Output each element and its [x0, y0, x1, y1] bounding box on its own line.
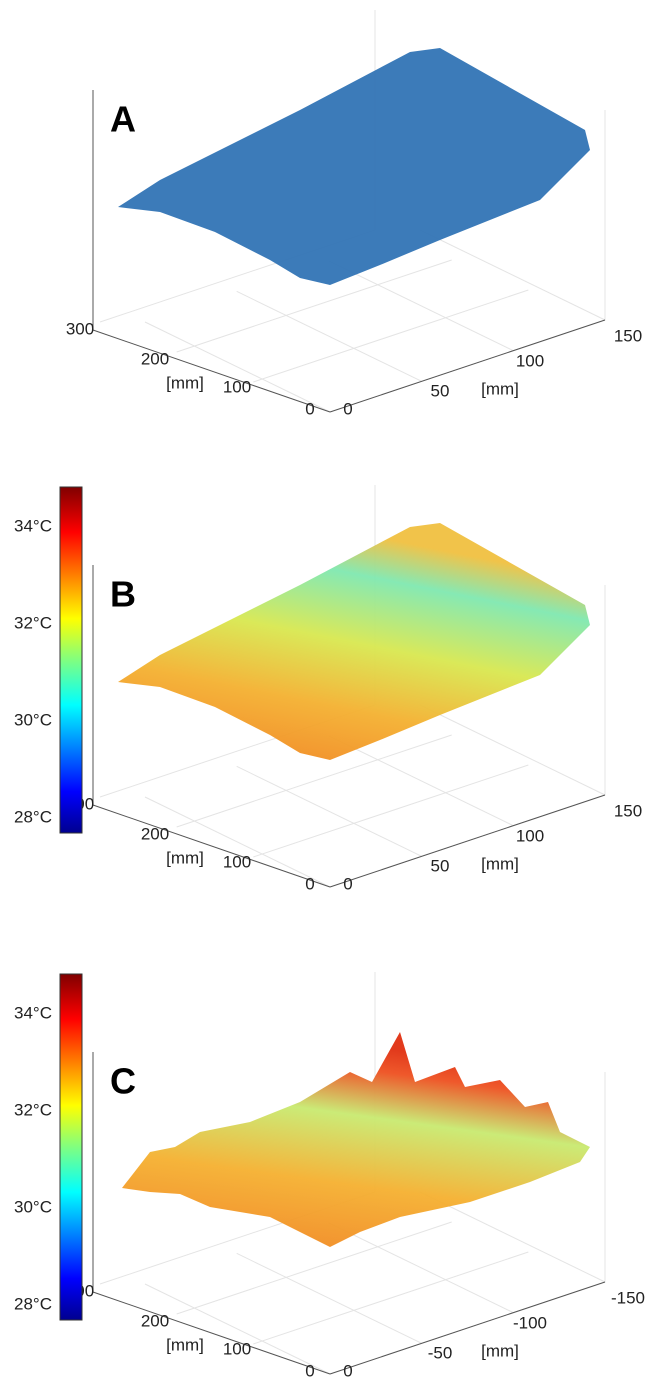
grid-line: [328, 1222, 514, 1314]
colorbar-label: 30°C: [14, 1197, 52, 1216]
panel-label: A: [110, 99, 136, 140]
y-tick-label: 0: [305, 399, 314, 418]
x-tick-label: -100: [513, 1313, 547, 1332]
panel-label: B: [110, 574, 136, 615]
x-tick-label: 50: [431, 856, 450, 875]
x-axis: [329, 794, 606, 888]
colorbar-label: 28°C: [14, 1294, 52, 1313]
x-tick-label: 150: [614, 801, 642, 820]
x-tick-label: 0: [343, 1361, 352, 1380]
grid-line: [328, 735, 514, 827]
y-axis-unit: [mm]: [166, 373, 204, 392]
x-tick-label: -50: [428, 1343, 453, 1362]
panel: A 0 50 100 150 0 100 200 300 [mm] [mm]: [66, 10, 642, 418]
grid-line: [253, 289, 529, 383]
grid-line: [419, 1191, 606, 1283]
grid-line: [419, 229, 606, 321]
y-tick-label: 0: [305, 1361, 314, 1380]
x-axis: [329, 319, 606, 413]
y-tick-label: 200: [141, 349, 169, 368]
grid-line: [144, 321, 331, 413]
colorbar-label: 32°C: [14, 613, 52, 632]
y-tick-label: 200: [141, 1311, 169, 1330]
x-axis-unit: [mm]: [481, 1341, 519, 1360]
grid-line: [253, 764, 529, 858]
y-axis: [92, 1291, 331, 1375]
colorbar-label: 28°C: [14, 807, 52, 826]
y-tick-label: 300: [66, 319, 94, 338]
grid-line: [328, 260, 514, 352]
grid-line: [236, 290, 422, 382]
x-tick-label: 100: [516, 351, 544, 370]
panel: B0501001500100200300[mm][mm]28°C30°C32°C…: [14, 485, 642, 893]
grid-line: [176, 734, 452, 828]
panel-label: C: [110, 1061, 136, 1102]
colorbar-label: 34°C: [14, 516, 52, 535]
point-cloud: [118, 523, 590, 760]
point-cloud: [118, 48, 590, 285]
grid-line: [253, 1251, 529, 1345]
x-axis-unit: [mm]: [481, 379, 519, 398]
x-tick-label: -150: [611, 1288, 645, 1307]
colorbar: [59, 486, 83, 834]
x-tick-label: 100: [516, 826, 544, 845]
x-tick-label: 0: [343, 399, 352, 418]
point-cloud: [122, 1032, 590, 1247]
grid-line: [144, 796, 331, 888]
panel: C0-50-100-1500100200300[mm][mm]28°C30°C3…: [14, 972, 645, 1380]
grid-line: [176, 1221, 452, 1315]
colorbar-label: 32°C: [14, 1100, 52, 1119]
grid-line: [144, 1283, 331, 1375]
y-tick-label: 100: [223, 1339, 251, 1358]
y-axis: [92, 329, 331, 413]
y-tick-label: 200: [141, 824, 169, 843]
colorbar-label: 30°C: [14, 710, 52, 729]
grid-line: [419, 704, 606, 796]
x-axis: [329, 1281, 606, 1375]
y-tick-label: 100: [223, 852, 251, 871]
grid-line: [176, 259, 452, 353]
grid-line: [236, 1252, 422, 1344]
grid-line: [236, 765, 422, 857]
y-tick-label: 100: [223, 377, 251, 396]
x-axis-unit: [mm]: [481, 854, 519, 873]
y-tick-label: 0: [305, 874, 314, 893]
y-axis: [92, 804, 331, 888]
colorbar: [59, 973, 83, 1321]
colorbar-label: 34°C: [14, 1003, 52, 1022]
y-axis-unit: [mm]: [166, 1335, 204, 1354]
x-tick-label: 0: [343, 874, 352, 893]
y-axis-unit: [mm]: [166, 848, 204, 867]
x-tick-label: 150: [614, 326, 642, 345]
x-tick-label: 50: [431, 381, 450, 400]
